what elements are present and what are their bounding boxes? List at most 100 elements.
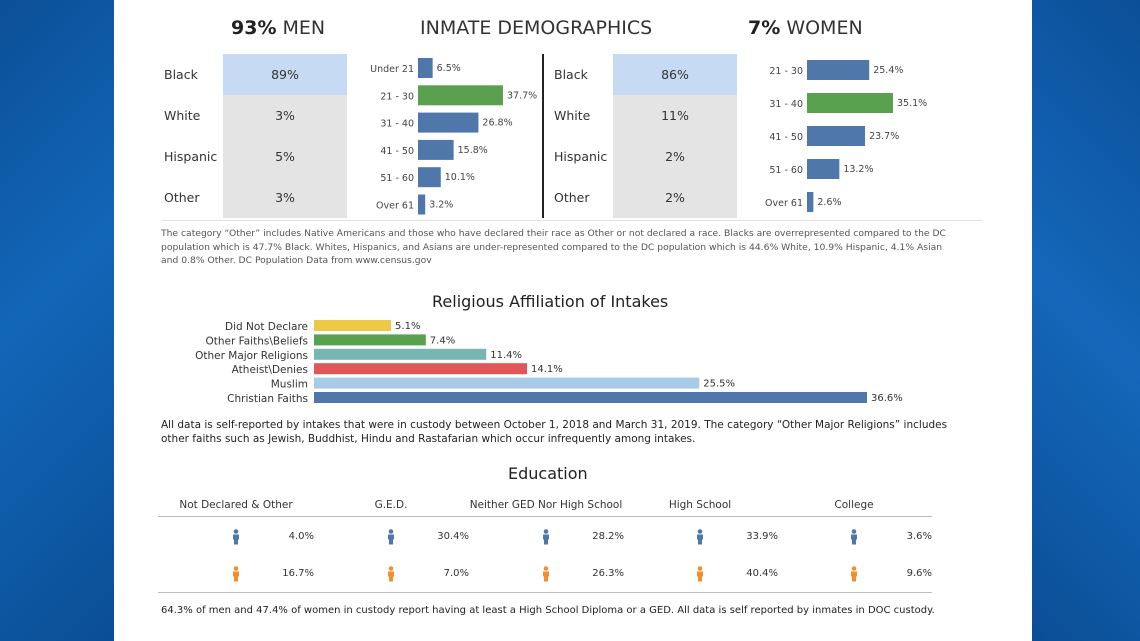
religion-category-label: Atheist\Denies: [232, 364, 308, 376]
men-race-label: Black: [164, 67, 198, 82]
women-age-bar: [807, 126, 866, 146]
religion-note: All data is self-reported by intakes tha…: [161, 419, 948, 445]
religion-category-label: Other Faiths\Beliefs: [206, 335, 308, 347]
icon-head: [697, 529, 703, 534]
women-race-label: Hispanic: [554, 149, 608, 164]
men-age-value-label: 3.2%: [429, 200, 453, 211]
men-race-label: White: [164, 108, 201, 123]
education-value: 9.6%: [906, 568, 932, 579]
education-column-header: High School: [668, 499, 732, 511]
male-person-icon: [697, 529, 703, 545]
men-age-bar: [418, 167, 441, 188]
religion-value-label: 7.4%: [430, 335, 455, 346]
female-person-icon: [233, 566, 239, 582]
men-age-tick-label: 31 - 40: [380, 119, 414, 130]
education-column-header: Neither GED Nor High School: [469, 499, 623, 511]
icon-body: [233, 534, 239, 545]
men-age-bar: [418, 85, 503, 106]
women-race-value: 2%: [665, 149, 685, 164]
education-bottom-rule: [158, 592, 932, 593]
men-age-tick-label: 51 - 60: [380, 173, 414, 184]
icon-body: [851, 571, 857, 582]
religion-bar: [314, 363, 528, 375]
section-divider: [542, 54, 544, 218]
men-age-tick-label: Under 21: [370, 64, 414, 75]
women-race-value: 86%: [661, 67, 689, 82]
education-title: Education: [508, 464, 588, 483]
religion-bar: [314, 320, 392, 331]
icon-body: [388, 571, 394, 582]
background-right: [1032, 0, 1140, 641]
men-race-value: 5%: [275, 149, 295, 164]
men-race-value: 3%: [275, 108, 295, 123]
men-age-value-label: 6.5%: [437, 63, 461, 74]
women-race-label: White: [554, 108, 591, 123]
icon-head: [543, 529, 549, 534]
icon-head: [851, 566, 857, 571]
women-age-bar: [807, 159, 840, 179]
icon-head: [851, 529, 857, 534]
education-value: 16.7%: [282, 568, 314, 579]
women-race-label: Black: [554, 67, 588, 82]
religion-value-label: 5.1%: [395, 321, 420, 332]
women-age-chart: 21 - 30 25.4% 31 - 40 35.1% 41 - 50 23.7% 51 -…: [765, 60, 927, 212]
women-percent: 7%: [748, 17, 781, 39]
icon-head: [388, 529, 394, 534]
men-age-bar: [418, 194, 426, 215]
men-race-cell-bg: [223, 95, 347, 136]
icon-head: [388, 566, 394, 571]
women-race-label: Other: [554, 190, 590, 205]
male-person-icon: [543, 529, 549, 545]
icon-body: [851, 534, 857, 545]
icon-head: [233, 566, 239, 571]
men-percent: 93%: [231, 17, 277, 39]
women-age-tick-label: 41 - 50: [769, 132, 803, 143]
icon-body: [543, 571, 549, 582]
icon-body: [697, 571, 703, 582]
women-age-value-label: 35.1%: [897, 98, 927, 109]
men-age-tick-label: 41 - 50: [380, 146, 414, 157]
education-column-header: G.E.D.: [374, 499, 408, 511]
women-age-value-label: 25.4%: [873, 65, 903, 76]
men-race-value: 89%: [271, 67, 299, 82]
men-race-value: 3%: [275, 190, 295, 205]
religion-value-label: 14.1%: [531, 364, 563, 375]
women-age-tick-label: 21 - 30: [769, 66, 803, 77]
men-age-value-label: 37.7%: [507, 90, 537, 101]
infographic-card: 93% MEN INMATE DEMOGRAPHICS 7% WOMEN Und…: [114, 0, 1032, 641]
icon-head: [233, 529, 239, 534]
women-age-tick-label: 51 - 60: [769, 165, 803, 176]
race-note: The category “Other” includes Native Ame…: [161, 228, 946, 266]
education-top-rule: [158, 516, 932, 517]
religion-category-label: Other Major Religions: [195, 350, 308, 362]
men-age-bar: [418, 139, 454, 160]
religion-value-label: 36.6%: [871, 393, 903, 404]
men-race-cell-bg: [223, 136, 347, 177]
women-race-cell-bg: [613, 95, 737, 136]
education-value: 28.2%: [592, 531, 624, 542]
women-age-value-label: 23.7%: [869, 131, 899, 142]
education-value: 30.4%: [437, 531, 469, 542]
women-race-value: 2%: [665, 190, 685, 205]
women-age-value-label: 13.2%: [843, 164, 873, 175]
men-age-bar: [418, 112, 479, 133]
background-left: [0, 0, 114, 641]
men-age-value-label: 10.1%: [445, 172, 475, 183]
women-race-cell-bg: [613, 177, 737, 218]
icon-body: [233, 571, 239, 582]
education-value: 26.3%: [592, 568, 624, 579]
women-race-cell-bg: [613, 136, 737, 177]
religion-value-label: 11.4%: [490, 350, 522, 361]
women-age-bar: [807, 93, 893, 113]
icon-body: [388, 534, 394, 545]
education-value: 33.9%: [746, 531, 778, 542]
men-age-bar: [418, 58, 433, 78]
male-person-icon: [388, 529, 394, 545]
women-header: 7% WOMEN: [748, 17, 863, 39]
women-age-tick-label: Over 61: [765, 198, 803, 209]
men-race-cell-bg: [223, 177, 347, 218]
icon-head: [543, 566, 549, 571]
religion-category-label: Did Not Declare: [225, 321, 308, 333]
women-label: WOMEN: [786, 17, 863, 39]
female-person-icon: [851, 566, 857, 582]
